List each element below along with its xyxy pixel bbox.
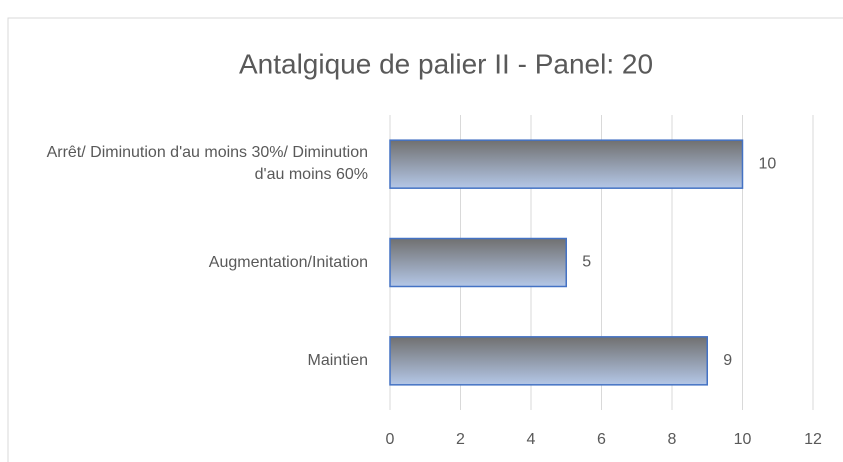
- data-label: 9: [723, 352, 732, 369]
- chart-border: [7, 17, 843, 462]
- bar: [389, 139, 744, 189]
- data-label: 5: [582, 254, 591, 271]
- data-label: 10: [759, 155, 777, 172]
- chart-title: Antalgique de palier II - Panel: 20: [239, 48, 653, 79]
- y-tick-label: Maintien: [307, 351, 368, 369]
- y-tick-label: Arrêt/ Diminution d'au moins 30%/ Diminu…: [46, 144, 368, 184]
- x-tick-label: 10: [734, 431, 752, 448]
- x-tick-label: 6: [597, 431, 606, 448]
- bar: [389, 336, 708, 386]
- y-tick-label: Augmentation/Initation: [208, 253, 368, 271]
- x-tick-label: 12: [804, 431, 822, 448]
- x-tick-label: 0: [386, 431, 395, 448]
- x-tick-label: 8: [668, 431, 677, 448]
- x-tick-label: 2: [456, 431, 465, 448]
- x-tick-label: 4: [527, 431, 536, 448]
- bar: [389, 237, 567, 288]
